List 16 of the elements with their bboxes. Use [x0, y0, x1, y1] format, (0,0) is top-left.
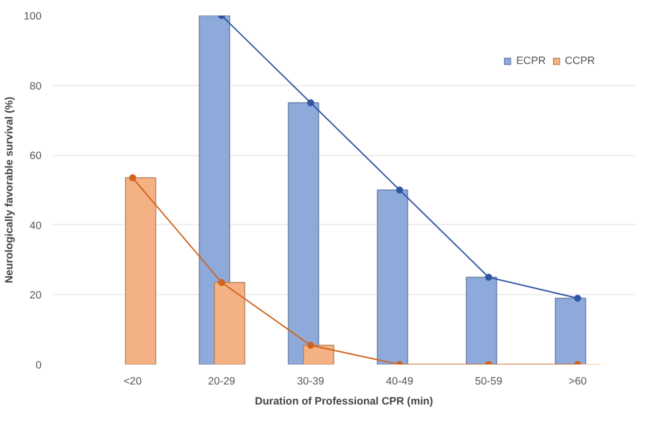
- x-tick-label: 50-59: [475, 376, 502, 388]
- legend-label: ECPR: [516, 55, 546, 67]
- y-tick-label: 20: [30, 290, 42, 302]
- y-axis-title: Neurologically favorable survival (%): [4, 96, 16, 284]
- y-tick-label: 100: [24, 10, 42, 22]
- y-tick-label: 80: [30, 80, 42, 92]
- legend-label: CCPR: [564, 55, 595, 67]
- x-tick-label: 20-29: [208, 376, 236, 388]
- y-tick-label: 0: [36, 360, 42, 372]
- x-tick-label: >60: [568, 376, 587, 388]
- y-tick-label: 40: [30, 220, 42, 232]
- x-tick-label: 40-49: [386, 376, 414, 388]
- x-tick-label: 30-39: [296, 376, 324, 388]
- x-axis-title: Duration of Professional CPR (min): [254, 396, 434, 408]
- y-tick-label: 60: [30, 150, 42, 162]
- x-tick-label: <20: [124, 376, 142, 388]
